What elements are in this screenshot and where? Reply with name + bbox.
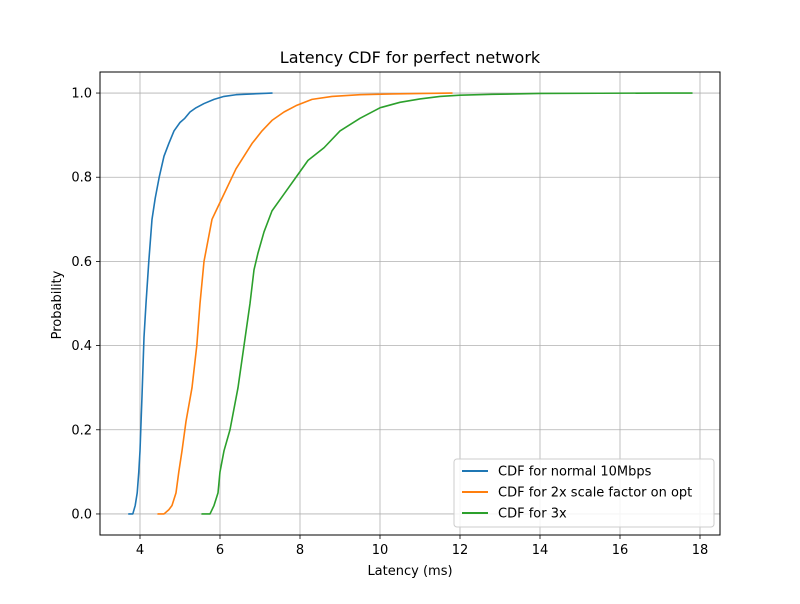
y-tick-label: 0.2 (71, 423, 92, 438)
y-tick-label: 1.0 (71, 87, 92, 102)
x-tick-label: 18 (692, 543, 709, 558)
y-tick-label: 0.6 (71, 255, 92, 270)
legend-entry: CDF for normal 10Mbps (462, 465, 652, 480)
legend-entry: CDF for 2x scale factor on opt (462, 486, 692, 501)
axis-ticks: 4 6 8 10 12 14 16 18 0.0 0.2 0.4 0.6 0.8 1.0 (71, 87, 708, 558)
legend-label: CDF for 3x (498, 507, 567, 522)
legend-label: CDF for normal 10Mbps (498, 465, 652, 480)
legend-entry: CDF for 3x (462, 507, 567, 522)
legend-box (453, 458, 715, 528)
x-tick-label: 4 (136, 543, 144, 558)
legend-label: CDF for 2x scale factor on opt (498, 486, 692, 501)
x-tick-label: 8 (296, 543, 304, 558)
x-tick-label: 14 (532, 543, 549, 558)
legend: CDF for normal 10Mbps CDF for 2x scale fa… (453, 458, 715, 528)
series-line-1 (128, 92, 273, 515)
x-tick-label: 16 (612, 543, 629, 558)
y-tick-label: 0.8 (71, 171, 92, 186)
series-lines (128, 92, 693, 515)
chart-title: Latency CDF for perfect network (280, 48, 541, 67)
x-tick-label: 12 (452, 543, 469, 558)
y-axis-label: Probability (50, 270, 65, 339)
x-tick-label: 6 (216, 543, 224, 558)
series-line-3 (201, 92, 693, 515)
x-tick-label: 10 (372, 543, 389, 558)
y-tick-label: 0.4 (71, 339, 92, 354)
y-tick-label: 0.0 (71, 507, 92, 522)
x-axis-label: Latency (ms) (367, 564, 452, 579)
series-line-2 (157, 92, 453, 515)
plot-frame (99, 71, 721, 536)
